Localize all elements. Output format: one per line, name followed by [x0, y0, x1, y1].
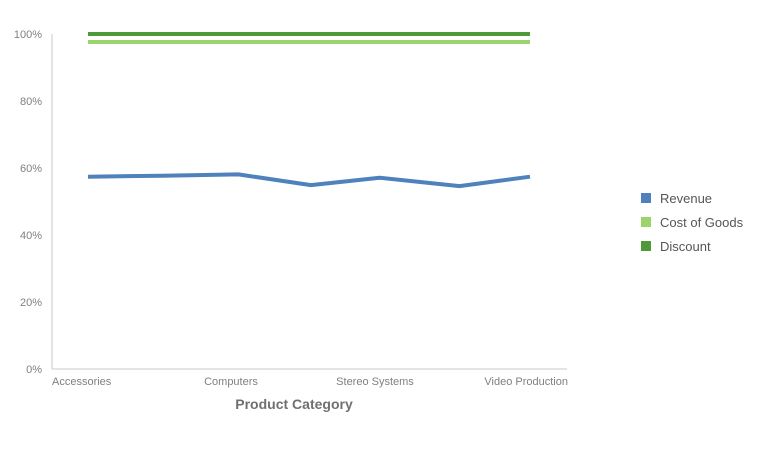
- x-tick-label: Stereo Systems: [336, 376, 414, 388]
- legend-swatch-cost-of-goods: [641, 217, 651, 227]
- x-axis-title: Product Category: [235, 396, 353, 412]
- y-tick-label: 0%: [26, 364, 42, 376]
- legend-label-discount: Discount: [660, 239, 711, 254]
- y-tick-label: 80%: [20, 96, 42, 108]
- series-lines: [88, 34, 530, 186]
- series-line-revenue[interactable]: [88, 174, 530, 186]
- x-tick-label: Accessories: [52, 376, 112, 388]
- legend-label-cost-of-goods: Cost of Goods: [660, 215, 743, 230]
- legend: Revenue Cost of Goods Discount: [641, 186, 743, 258]
- legend-swatch-revenue: [641, 193, 651, 203]
- y-tick-label: 20%: [20, 297, 42, 309]
- legend-item-revenue[interactable]: Revenue: [641, 186, 743, 210]
- y-tick-label: 40%: [20, 230, 42, 242]
- y-axis-ticks: 0% 20% 40% 60% 80% 100%: [14, 29, 42, 376]
- y-tick-label: 100%: [14, 29, 42, 41]
- x-tick-label: Computers: [204, 376, 258, 388]
- legend-swatch-discount: [641, 241, 651, 251]
- legend-item-cost-of-goods[interactable]: Cost of Goods: [641, 210, 743, 234]
- legend-item-discount[interactable]: Discount: [641, 234, 743, 258]
- y-tick-label: 60%: [20, 163, 42, 175]
- x-tick-label: Video Production: [484, 376, 568, 388]
- x-axis-ticks: Accessories Computers Stereo Systems Video …: [52, 376, 568, 388]
- legend-label-revenue: Revenue: [660, 191, 712, 206]
